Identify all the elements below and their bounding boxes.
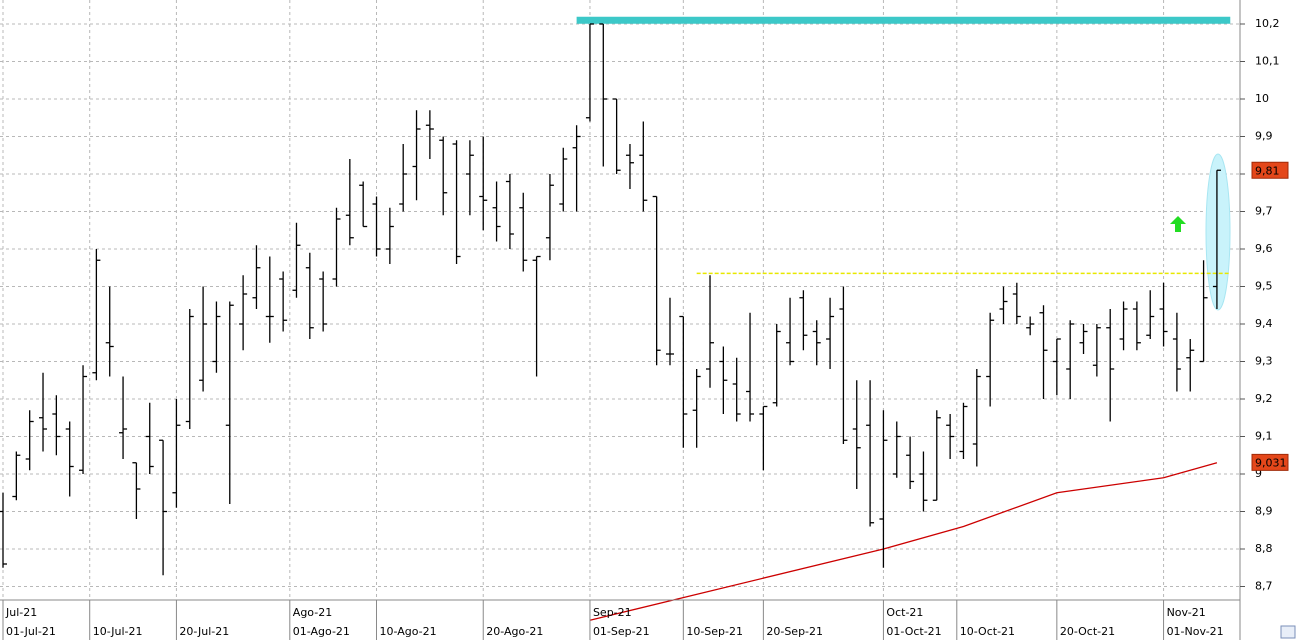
x-tick-label: 20-Sep-21 xyxy=(766,625,823,638)
price-tag-box xyxy=(1251,161,1289,179)
month-label: Sep-21 xyxy=(593,606,632,619)
x-tick-label: 01-Sep-21 xyxy=(593,625,650,638)
y-tick-label: 10,1 xyxy=(1255,55,1280,68)
y-tick-label: 8,8 xyxy=(1255,542,1273,555)
month-label: Nov-21 xyxy=(1167,606,1206,619)
corner-icon xyxy=(1280,625,1296,639)
x-tick-label: 10-Oct-21 xyxy=(960,625,1015,638)
marks-layer xyxy=(0,16,1231,621)
price-tag-label: 9,031 xyxy=(1255,456,1287,469)
x-tick-label: 20-Ago-21 xyxy=(486,625,543,638)
x-tick-label: 01-Oct-21 xyxy=(886,625,941,638)
x-tick-label: 10-Jul-21 xyxy=(93,625,143,638)
x-tick-label: 01-Jul-21 xyxy=(6,625,56,638)
up-arrow xyxy=(1170,216,1186,232)
month-label: Jul-21 xyxy=(5,606,37,619)
y-tick-label: 10,2 xyxy=(1255,17,1280,30)
x-tick-label: 01-Nov-21 xyxy=(1167,625,1224,638)
y-tick-label: 10 xyxy=(1255,92,1269,105)
y-tick-label: 9,2 xyxy=(1255,392,1273,405)
highlight-ellipse xyxy=(1205,153,1231,311)
y-tick-label: 8,9 xyxy=(1255,505,1273,518)
y-tick-label: 9,9 xyxy=(1255,130,1273,143)
month-label: Ago-21 xyxy=(293,606,332,619)
y-tick-label: 9,3 xyxy=(1255,355,1273,368)
y-tick-label: 9,1 xyxy=(1255,430,1273,443)
y-tick-label: 9,5 xyxy=(1255,280,1273,293)
grid-layer xyxy=(0,0,1240,600)
y-tick-label: 9,6 xyxy=(1255,242,1273,255)
x-tick-label: 20-Oct-21 xyxy=(1060,625,1115,638)
y-tick-label: 8,7 xyxy=(1255,580,1273,593)
price-tag-box xyxy=(1251,453,1289,471)
x-tick-label: 10-Ago-21 xyxy=(380,625,437,638)
x-tick-label: 10-Sep-21 xyxy=(686,625,743,638)
y-tick-label: 9,4 xyxy=(1255,317,1273,330)
x-tick-label: 20-Jul-21 xyxy=(179,625,229,638)
axis-layer: 8,78,88,999,19,29,39,49,59,69,79,89,9101… xyxy=(2,17,1289,640)
overlay-line xyxy=(589,462,1218,621)
price-tag-label: 9,81 xyxy=(1255,164,1280,177)
y-tick-label: 9 xyxy=(1255,467,1262,480)
x-tick-label: 01-Ago-21 xyxy=(293,625,350,638)
month-label: Oct-21 xyxy=(886,606,923,619)
y-tick-label: 9,7 xyxy=(1255,205,1273,218)
